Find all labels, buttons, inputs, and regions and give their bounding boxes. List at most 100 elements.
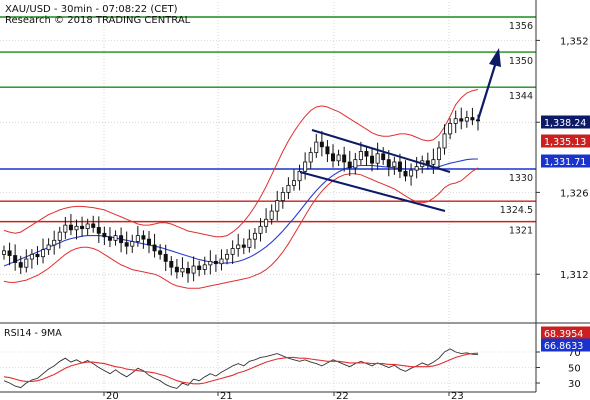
candle-body — [202, 264, 207, 270]
candle-body — [370, 155, 375, 164]
candle-body — [46, 244, 51, 251]
candle — [7, 242, 12, 266]
price-tag-2-text: 1,331.71 — [544, 157, 586, 168]
candle-body — [41, 249, 46, 258]
candle-body — [213, 260, 218, 265]
candle — [275, 190, 280, 221]
candle — [241, 238, 246, 255]
candle — [291, 169, 296, 191]
candle — [18, 255, 23, 274]
price-grid — [0, 2, 536, 322]
candle-body — [247, 238, 252, 248]
candle-body — [303, 161, 308, 172]
candle-body — [342, 154, 347, 163]
price-tick-label-0: 1,352 — [560, 36, 589, 47]
candle-body — [431, 159, 436, 165]
candle-body — [68, 224, 73, 231]
candle-body — [319, 141, 324, 148]
candle-body — [130, 241, 135, 247]
time-tick-label-23: 23 — [451, 391, 464, 400]
candle — [24, 249, 29, 273]
rsi-tick-label-0: 70 — [568, 348, 581, 359]
candle-body — [180, 267, 185, 273]
candle-body — [152, 244, 157, 252]
candle-body — [230, 248, 235, 255]
candle-body — [297, 170, 302, 182]
level-label-1344: 1344 — [509, 91, 533, 102]
rsi-tag-1-text: 66.8633 — [544, 341, 583, 352]
candle-body — [18, 262, 23, 268]
candle — [370, 147, 375, 172]
candle — [191, 256, 196, 282]
candle — [381, 147, 386, 165]
candle-body — [197, 265, 202, 270]
candle-body — [2, 250, 7, 255]
candle — [230, 240, 235, 264]
candle — [252, 228, 257, 249]
candle — [46, 238, 51, 255]
candle — [208, 250, 213, 275]
candle — [152, 233, 157, 258]
candle-body — [414, 166, 419, 171]
level-label-1356: 1356 — [509, 21, 533, 32]
candle — [459, 107, 464, 130]
candle-body — [409, 169, 414, 177]
price-indicators — [3, 89, 479, 289]
candle — [364, 146, 369, 166]
candle-body — [107, 236, 112, 241]
candle — [107, 227, 112, 248]
candle — [63, 216, 68, 239]
candle — [347, 150, 352, 177]
candle — [80, 216, 85, 237]
candle-body — [358, 151, 363, 161]
candle — [163, 244, 168, 272]
candle-body — [353, 159, 358, 169]
bollinger-upper-line — [3, 89, 479, 238]
candle — [397, 153, 402, 179]
price-tag-1-text: 1,335.13 — [544, 137, 586, 148]
candle-body — [347, 161, 352, 169]
candle — [225, 249, 230, 265]
candle-body — [113, 235, 118, 241]
price-tag-0: 1,338.24 — [541, 115, 590, 129]
candle-body — [314, 141, 319, 154]
time-tick-label-20: 20 — [106, 391, 119, 400]
price-tick-label-2: 1,326 — [560, 188, 589, 199]
candle — [180, 257, 185, 278]
rsi-tag-0: 68.3954 — [541, 326, 590, 340]
bollinger-lower-line — [3, 167, 479, 289]
candle — [74, 219, 79, 240]
candle-body — [264, 218, 269, 227]
price-tag-0-text: 1,338.24 — [544, 118, 586, 129]
chart-header-credit: Research © 2018 TRADING CENTRAL — [5, 15, 191, 26]
candle-body — [146, 238, 151, 246]
candle-body — [403, 170, 408, 177]
candle — [258, 218, 263, 242]
candle-body — [124, 242, 129, 247]
candle — [336, 149, 341, 167]
candle — [35, 246, 40, 265]
candle — [325, 140, 330, 162]
projection-arrowhead — [489, 48, 501, 67]
candle-body — [13, 255, 18, 263]
rsi-tick-label-1: 50 — [568, 364, 581, 375]
candle-body — [453, 118, 458, 124]
level-label-1321: 1321 — [509, 226, 533, 237]
level-label-1350: 1350 — [509, 56, 533, 67]
candle-body — [381, 153, 386, 161]
candle — [236, 233, 241, 257]
rsi-tick-label-2: 30 — [568, 379, 581, 390]
candle — [409, 163, 414, 186]
candle — [247, 229, 252, 253]
price-tag-0-box — [541, 115, 590, 129]
candle — [141, 230, 146, 249]
candle-body — [102, 232, 107, 238]
candle-body — [35, 253, 40, 258]
support-resistance-levels: 1356 1350 1344 1330 1324.5 1321 — [0, 16, 536, 237]
candle-body — [80, 225, 85, 230]
candle-body — [291, 180, 296, 186]
candle — [403, 160, 408, 182]
channel-upper-trendline — [311, 129, 451, 173]
candle-body — [364, 151, 369, 157]
